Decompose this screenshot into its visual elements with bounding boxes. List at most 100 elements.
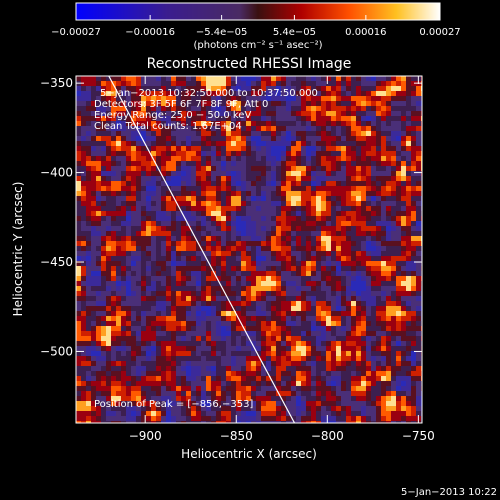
heatmap-cell <box>336 206 341 211</box>
heatmap-cell <box>186 96 191 101</box>
heatmap-cell <box>356 276 361 281</box>
heatmap-cell <box>361 201 366 206</box>
heatmap-cell <box>356 106 361 111</box>
heatmap-cell <box>246 136 251 141</box>
heatmap-cell <box>161 191 166 196</box>
heatmap-cell <box>151 231 156 236</box>
heatmap-cell <box>391 111 396 116</box>
heatmap-cell <box>351 301 356 306</box>
heatmap-cell <box>216 396 221 401</box>
heatmap-cell <box>211 371 216 376</box>
heatmap-cell <box>191 176 196 181</box>
heatmap-cell <box>176 306 181 311</box>
heatmap-cell <box>106 386 111 391</box>
heatmap-cell <box>176 171 181 176</box>
heatmap-cell <box>336 251 341 256</box>
heatmap-cell <box>311 306 316 311</box>
heatmap-cell <box>311 356 316 361</box>
heatmap-cell <box>401 246 406 251</box>
heatmap-cell <box>406 156 411 161</box>
heatmap-cell <box>271 176 276 181</box>
heatmap-cell <box>126 151 131 156</box>
heatmap-cell <box>301 236 306 241</box>
heatmap-cell <box>161 306 166 311</box>
heatmap-cell <box>201 176 206 181</box>
heatmap-cell <box>386 396 391 401</box>
heatmap-cell <box>156 256 161 261</box>
heatmap-cell <box>386 101 391 106</box>
heatmap-cell <box>206 136 211 141</box>
heatmap-cell <box>246 281 251 286</box>
heatmap-cell <box>216 121 221 126</box>
heatmap-cell <box>106 81 111 86</box>
heatmap-cell <box>166 121 171 126</box>
heatmap-cell <box>266 336 271 341</box>
heatmap-cell <box>241 111 246 116</box>
heatmap-cell <box>251 86 256 91</box>
heatmap-cell <box>171 136 176 141</box>
heatmap-cell <box>151 251 156 256</box>
heatmap-cell <box>391 86 396 91</box>
heatmap-cell <box>76 401 81 406</box>
heatmap-cell <box>211 201 216 206</box>
heatmap-cell <box>81 196 86 201</box>
heatmap-cell <box>86 251 91 256</box>
heatmap-cell <box>376 146 381 151</box>
heatmap-cell <box>141 341 146 346</box>
heatmap-cell <box>116 406 121 411</box>
heatmap-cell <box>171 236 176 241</box>
heatmap-cell <box>411 111 416 116</box>
heatmap-cell <box>356 316 361 321</box>
heatmap-cell <box>321 321 326 326</box>
heatmap-cell <box>381 211 386 216</box>
heatmap-cell <box>351 396 356 401</box>
heatmap-cell <box>91 316 96 321</box>
heatmap-cell <box>276 286 281 291</box>
heatmap-cell <box>406 406 411 411</box>
heatmap-cell <box>141 161 146 166</box>
heatmap-cell <box>346 286 351 291</box>
heatmap-cell <box>271 161 276 166</box>
heatmap-cell <box>306 161 311 166</box>
heatmap-cell <box>181 131 186 136</box>
heatmap-cell <box>216 141 221 146</box>
heatmap-cell <box>216 161 221 166</box>
heatmap-cell <box>321 171 326 176</box>
heatmap-cell <box>216 86 221 91</box>
heatmap-cell <box>126 156 131 161</box>
heatmap-cell <box>366 356 371 361</box>
heatmap-cell <box>331 421 336 423</box>
heatmap-cell <box>151 246 156 251</box>
heatmap-cell <box>171 81 176 86</box>
heatmap-cell <box>336 291 341 296</box>
heatmap-cell <box>166 256 171 261</box>
heatmap-cell <box>191 151 196 156</box>
heatmap-cell <box>76 116 81 121</box>
heatmap-cell <box>81 241 86 246</box>
heatmap-cell <box>321 241 326 246</box>
heatmap-cell <box>241 181 246 186</box>
heatmap-cell <box>306 311 311 316</box>
heatmap-cell <box>311 381 316 386</box>
heatmap-cell <box>371 381 376 386</box>
heatmap-cell <box>206 346 211 351</box>
heatmap-cell <box>171 346 176 351</box>
heatmap-cell <box>341 231 346 236</box>
heatmap-cell <box>416 236 421 241</box>
heatmap-cell <box>146 151 151 156</box>
heatmap-cell <box>151 106 156 111</box>
heatmap-cell <box>166 411 171 416</box>
heatmap-cell <box>96 376 101 381</box>
heatmap-cell <box>331 296 336 301</box>
heatmap-cell <box>376 216 381 221</box>
heatmap-cell <box>106 146 111 151</box>
heatmap-cell <box>131 301 136 306</box>
heatmap-cell <box>371 241 376 246</box>
heatmap-cell <box>106 341 111 346</box>
heatmap-cell <box>346 221 351 226</box>
heatmap-cell <box>171 151 176 156</box>
heatmap-cell <box>391 341 396 346</box>
heatmap-cell <box>216 346 221 351</box>
heatmap-cell <box>191 181 196 186</box>
heatmap-cell <box>181 176 186 181</box>
